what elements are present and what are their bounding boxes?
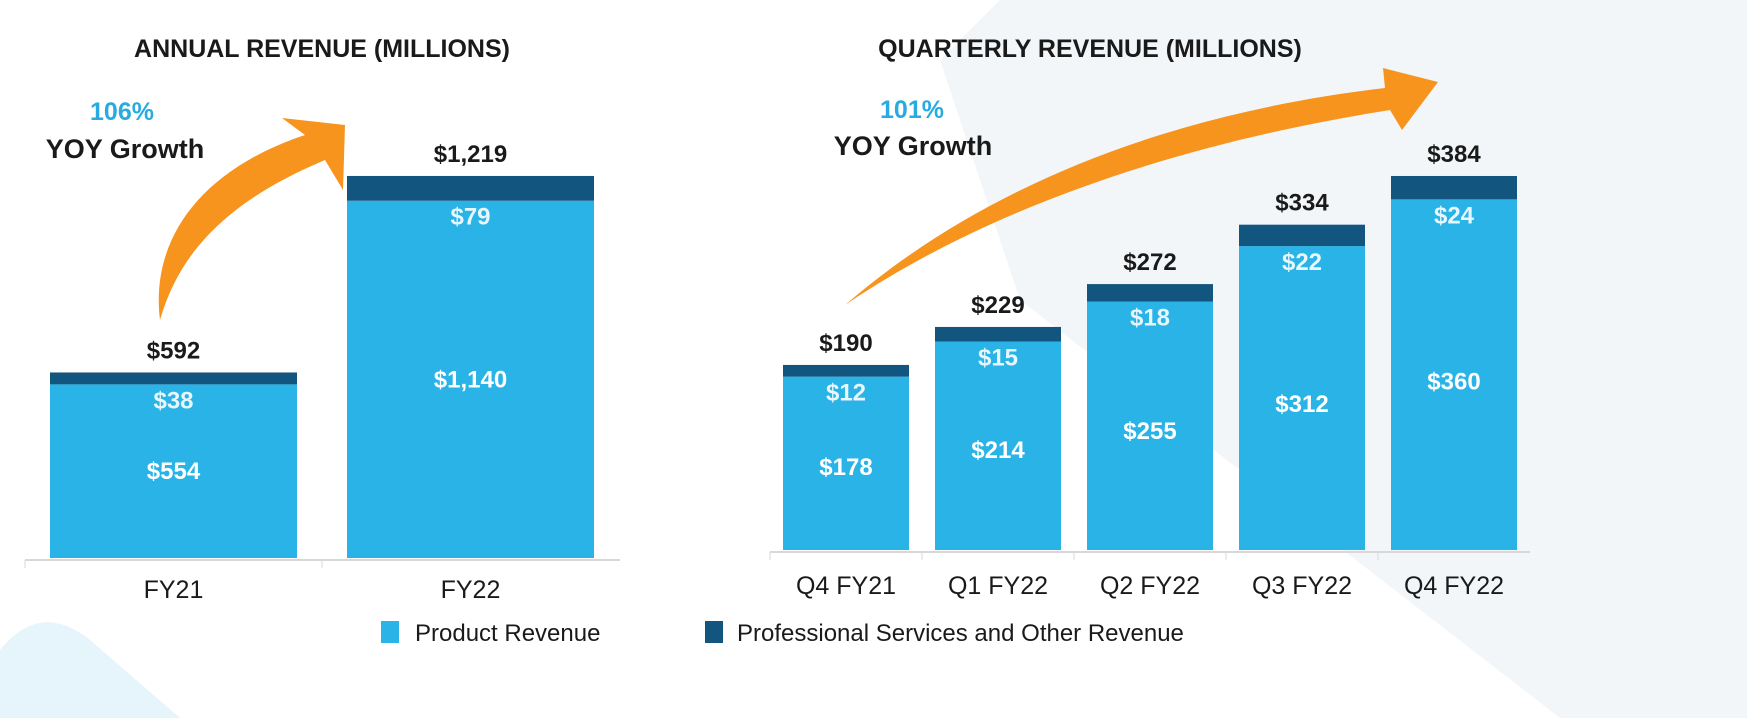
services-label: $15 [978, 345, 1018, 372]
legend-item: Product Revenue [381, 620, 600, 647]
total-label: $384 [1427, 141, 1481, 168]
chart-title: ANNUAL REVENUE (MILLIONS) [134, 35, 510, 63]
category-label: Q1 FY22 [948, 572, 1048, 600]
legend-item: Professional Services and Other Revenue [705, 620, 1184, 647]
product-label: $360 [1427, 369, 1480, 396]
legend-swatch [381, 621, 399, 643]
bar-product [50, 384, 297, 558]
category-label: Q3 FY22 [1252, 572, 1352, 600]
bar-services [1391, 175, 1517, 200]
quarterly-chart: QUARTERLY REVENUE (MILLIONS) 101% YOY Grow… [769, 35, 1530, 600]
product-label: $554 [147, 458, 201, 485]
product-label: $312 [1275, 391, 1328, 418]
bar-services [1087, 284, 1213, 302]
services-label: $79 [450, 204, 490, 231]
category-label: Q4 FY21 [796, 572, 896, 600]
total-label: $592 [147, 337, 200, 364]
legend-label: Professional Services and Other Revenue [737, 620, 1184, 647]
services-label: $38 [153, 387, 193, 414]
total-label: $1,219 [434, 141, 507, 168]
product-label: $214 [971, 437, 1025, 464]
legend-swatch [705, 621, 723, 643]
annual-growth-arrow [158, 118, 345, 320]
bar-services [783, 364, 909, 377]
background-blob [0, 622, 180, 718]
product-label: $178 [819, 454, 872, 481]
growth-percent: 106% [90, 98, 154, 126]
bar-services [935, 326, 1061, 342]
bar-services [1239, 224, 1365, 247]
bar-product [347, 200, 594, 558]
bar-services [50, 372, 297, 385]
growth-label: YOY Growth [834, 131, 993, 161]
growth-percent: 101% [880, 96, 944, 124]
total-label: $229 [971, 292, 1024, 319]
total-label: $190 [819, 330, 872, 357]
annual-chart: ANNUAL REVENUE (MILLIONS) 106% YOY Growth $… [24, 35, 620, 604]
category-label: FY22 [441, 576, 501, 604]
growth-label: YOY Growth [46, 134, 205, 164]
bar-product [1391, 199, 1517, 551]
product-label: $255 [1123, 418, 1176, 445]
bar-product [1087, 301, 1213, 550]
services-label: $24 [1434, 202, 1475, 229]
chart-title: QUARTERLY REVENUE (MILLIONS) [878, 35, 1302, 63]
category-label: FY21 [144, 576, 204, 604]
category-label: Q4 FY22 [1404, 572, 1504, 600]
services-label: $22 [1282, 249, 1322, 276]
quarterly-growth-arrow [845, 68, 1438, 305]
services-label: $12 [826, 380, 866, 407]
bar-product [783, 376, 909, 550]
category-label: Q2 FY22 [1100, 572, 1200, 600]
services-label: $18 [1130, 305, 1170, 332]
product-label: $1,140 [434, 366, 507, 393]
legend-label: Product Revenue [415, 620, 600, 647]
total-label: $334 [1275, 190, 1329, 217]
bar-services [347, 175, 594, 201]
total-label: $272 [1123, 249, 1176, 276]
bar-product [935, 341, 1061, 550]
bar-product [1239, 246, 1365, 550]
